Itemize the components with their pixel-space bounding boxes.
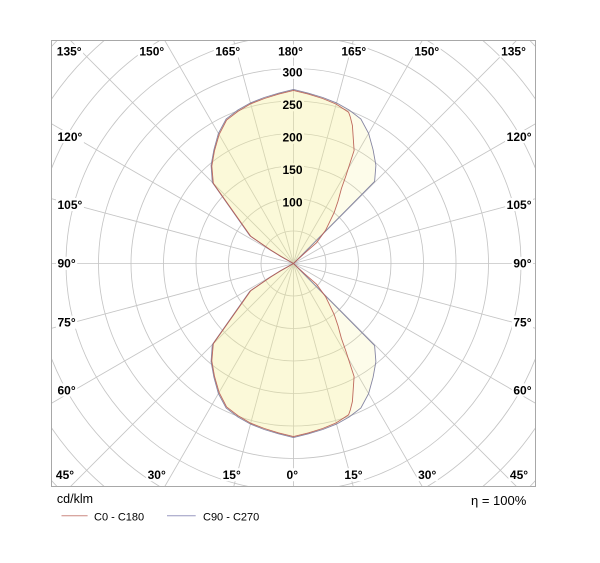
svg-text:120°: 120°: [507, 130, 532, 144]
svg-text:η = 100%: η = 100%: [471, 493, 527, 508]
svg-text:150°: 150°: [139, 44, 164, 58]
svg-text:C0 - C180: C0 - C180: [94, 511, 144, 523]
svg-text:45°: 45°: [510, 468, 528, 482]
svg-text:0°: 0°: [287, 468, 299, 482]
svg-text:90°: 90°: [513, 257, 531, 271]
svg-text:90°: 90°: [58, 257, 76, 271]
svg-text:30°: 30°: [418, 468, 436, 482]
svg-text:135°: 135°: [57, 44, 82, 58]
svg-text:75°: 75°: [513, 316, 531, 330]
svg-text:60°: 60°: [58, 383, 76, 397]
svg-text:300: 300: [282, 66, 302, 80]
svg-text:105°: 105°: [58, 198, 83, 212]
svg-text:75°: 75°: [58, 316, 76, 330]
svg-text:200: 200: [282, 131, 302, 145]
svg-text:30°: 30°: [148, 468, 166, 482]
svg-text:150: 150: [282, 163, 302, 177]
svg-text:250: 250: [282, 98, 302, 112]
svg-text:60°: 60°: [513, 383, 531, 397]
svg-text:165°: 165°: [341, 44, 366, 58]
svg-text:105°: 105°: [507, 198, 532, 212]
svg-text:15°: 15°: [344, 468, 362, 482]
svg-text:165°: 165°: [215, 44, 240, 58]
svg-text:cd/klm: cd/klm: [57, 492, 93, 506]
svg-text:180°: 180°: [278, 44, 303, 58]
svg-text:135°: 135°: [501, 44, 526, 58]
svg-text:150°: 150°: [414, 44, 439, 58]
svg-text:100: 100: [282, 196, 302, 210]
svg-text:45°: 45°: [56, 468, 74, 482]
svg-text:120°: 120°: [58, 130, 83, 144]
svg-text:C90 - C270: C90 - C270: [203, 511, 259, 523]
svg-text:15°: 15°: [223, 468, 241, 482]
